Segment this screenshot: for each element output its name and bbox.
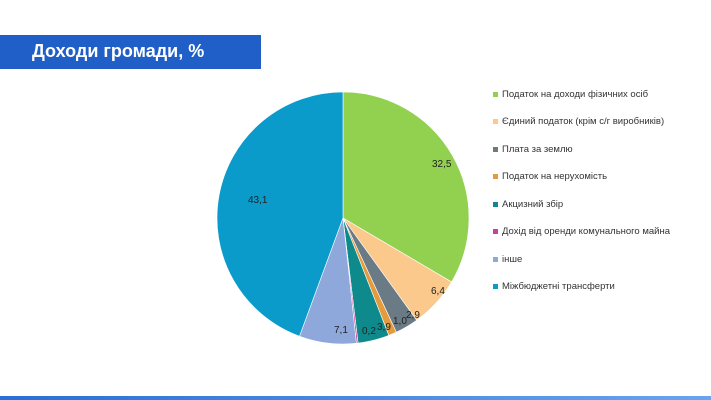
slice-value-label-3: 2,9: [406, 310, 420, 321]
legend-swatch-4: [493, 174, 498, 179]
legend-label-4: Податок на нерухомість: [502, 171, 608, 182]
legend-swatch-5: [493, 202, 498, 207]
slice-value-label-1: 32,5: [432, 159, 452, 170]
legend-swatch-6: [493, 229, 498, 234]
legend-label-6: Дохід від оренди комунального майна: [502, 226, 671, 237]
page-title: Доходи громади, %: [32, 41, 205, 61]
pie-slice-1: [342, 91, 470, 283]
legend-label-1: Податок на доходи фізичних осіб: [502, 89, 649, 100]
legend-label-5: Акцизний збір: [502, 199, 564, 210]
pie-slice-8: [216, 91, 344, 337]
legend-label-2: Єдиний податок (крім с/г виробників): [502, 116, 665, 127]
legend-swatch-3: [493, 147, 498, 152]
legend-label-3: Плата за землю: [502, 144, 573, 155]
slice-value-label-8: 43,1: [248, 195, 268, 206]
slice-value-label-4: 1,0: [393, 316, 407, 327]
legend-label-8: Міжбюджетні трансферти: [502, 281, 615, 292]
legend-swatch-8: [493, 284, 498, 289]
bottom-accent-strip: [0, 396, 711, 400]
legend-label-7: інше: [502, 254, 523, 265]
legend-swatch-7: [493, 257, 498, 262]
title-banner: Доходи громади, %: [0, 35, 261, 69]
slice-value-label-2: 6,4: [431, 286, 445, 297]
slice-value-label-7: 7,1: [334, 325, 348, 336]
legend-swatch-2: [493, 119, 498, 124]
slice-value-label-6: 0,2: [362, 326, 376, 337]
slice-value-label-5: 3,9: [377, 322, 391, 333]
legend-swatch-1: [493, 92, 498, 97]
